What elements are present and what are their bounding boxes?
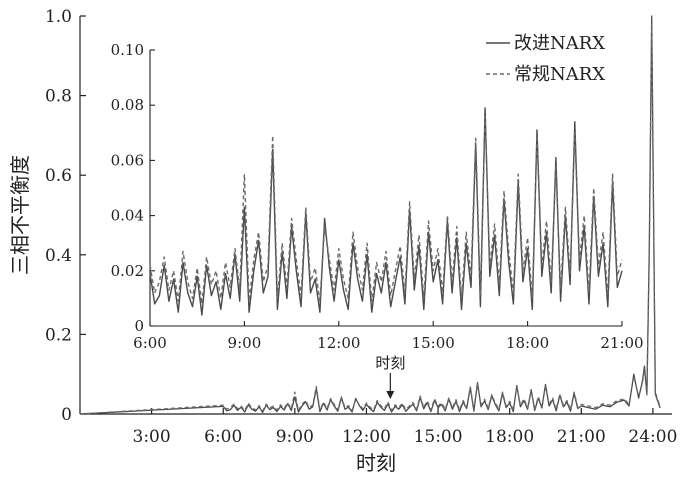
main-x-tick-label: 12:00 (342, 427, 391, 447)
main-series-group (79, 15, 661, 415)
inset-series-line-improved (149, 107, 623, 316)
inset-y-tick-label: 0.10 (111, 41, 144, 59)
inset-axes: 0 0.02 0.04 0.06 0.08 0.10 6:00 9:00 12:00 15:00 1… (111, 41, 644, 352)
inset-x-tick-label: 9:00 (228, 334, 262, 352)
inset-y-tick-label: 0.06 (111, 151, 144, 169)
inset-series-line-conventional (149, 115, 623, 305)
inset-x-tick-label: 15:00 (412, 334, 455, 352)
x-axis-title: 时刻 (356, 451, 396, 475)
main-x-tick-label: 18:00 (485, 427, 534, 447)
inset-y-tick-label: 0.04 (111, 207, 144, 225)
main-y-tick-label: 0.2 (45, 325, 72, 345)
legend: 改进NARX 常规NARX (486, 33, 605, 85)
main-y-tick-label: 1.0 (45, 7, 72, 27)
main-series-line-conventional (79, 23, 661, 415)
inset-y-tick-label: 0.02 (111, 262, 144, 280)
inset-x-tick-label: 6:00 (133, 334, 167, 352)
main-x-tick-label: 3:00 (133, 427, 171, 447)
main-x-tick-label: 9:00 (276, 427, 314, 447)
inset-series-group (149, 107, 623, 316)
inset-x-tick-label: 18:00 (506, 334, 549, 352)
y-axis-title: 三相不平衡度 (8, 155, 32, 275)
main-y-tick-label: 0 (61, 405, 72, 425)
inset-y-tick-label: 0.08 (111, 96, 144, 114)
main-x-tick-label: 15:00 (414, 427, 463, 447)
inset-x-tick-label: 21:00 (600, 334, 643, 352)
inset-y-tick-label: 0 (134, 317, 144, 335)
annotation: 时刻 (375, 354, 405, 400)
annotation-label: 时刻 (375, 354, 405, 372)
inset-x-tick-label: 12:00 (317, 334, 360, 352)
legend-label-dashed: 常规NARX (514, 64, 605, 85)
annotation-arrow-head (386, 391, 395, 400)
main-y-tick-label: 0.6 (45, 166, 72, 186)
legend-label-solid: 改进NARX (514, 33, 605, 54)
main-x-tick-label: 24:00 (628, 427, 677, 447)
main-y-tick-label: 0.8 (45, 87, 72, 107)
main-y-tick-label: 0.4 (45, 246, 72, 266)
main-x-tick-label: 21:00 (557, 427, 606, 447)
main-axes: 0 0.2 0.4 0.6 0.8 1.0 3:00 6:00 9:00 12:00 15:00 18… (45, 7, 677, 447)
main-x-tick-label: 6:00 (204, 427, 242, 447)
